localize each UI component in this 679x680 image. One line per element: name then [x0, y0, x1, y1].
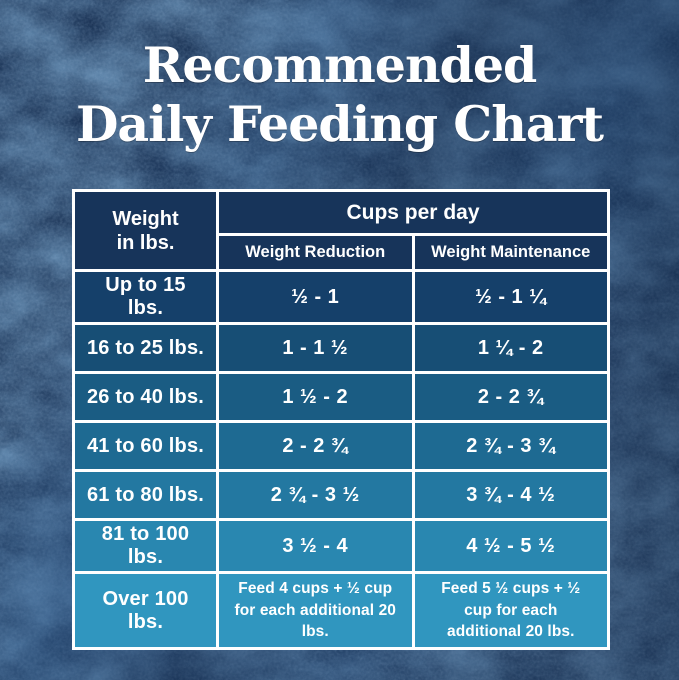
header-weight-line2: in lbs.	[116, 231, 175, 254]
cell-reduction-value: 2 - 2 ¾	[216, 420, 415, 472]
cell-maintenance-value: 4 ½ - 5 ½	[411, 518, 610, 574]
cell-reduction-value: Feed 4 cups + ½ cup for each additional …	[216, 570, 415, 651]
page-title: Recommended Daily Feeding Chart	[0, 36, 679, 154]
cell-reduction-value: 1 ½ - 2	[216, 371, 415, 423]
table-row: 81 to 100 lbs. 3 ½ - 4 4 ½ - 5 ½	[72, 518, 610, 574]
cell-reduction-value: 3 ½ - 4	[216, 518, 415, 574]
cell-maintenance-value: 1 ¼ - 2	[411, 322, 610, 374]
cell-maintenance-value: 2 ¾ - 3 ¾	[411, 420, 610, 472]
header-weight-reduction: Weight Reduction	[216, 233, 415, 272]
header-weight-maintenance: Weight Maintenance	[411, 233, 610, 272]
table-row: 41 to 60 lbs. 2 - 2 ¾ 2 ¾ - 3 ¾	[72, 420, 610, 472]
table-row: 26 to 40 lbs. 1 ½ - 2 2 - 2 ¾	[72, 371, 610, 423]
page-title-line1: Recommended	[142, 36, 538, 94]
header-weight-line1: Weight	[112, 207, 179, 230]
cell-weight-range: 41 to 60 lbs.	[72, 420, 219, 472]
cell-weight-range: Up to 15 lbs.	[72, 269, 219, 325]
cell-reduction-value: 1 - 1 ½	[216, 322, 415, 374]
cell-weight-range: 26 to 40 lbs.	[72, 371, 219, 423]
feeding-chart-table: Weight in lbs. Cups per day Weight Reduc…	[72, 189, 610, 651]
cell-weight-range: 81 to 100 lbs.	[72, 518, 219, 574]
cell-maintenance-value: Feed 5 ½ cups + ½ cup for each additiona…	[411, 570, 610, 651]
table-row: 16 to 25 lbs. 1 - 1 ½ 1 ¼ - 2	[72, 322, 610, 374]
cell-maintenance-value: 3 ¾ - 4 ½	[411, 469, 610, 521]
cell-weight-range: 61 to 80 lbs.	[72, 469, 219, 521]
cell-reduction-value: ½ - 1	[216, 269, 415, 325]
page-title-line2: Daily Feeding Chart	[75, 95, 604, 153]
cell-maintenance-value: ½ - 1 ¼	[411, 269, 610, 325]
header-weight-in-lbs: Weight in lbs.	[72, 189, 219, 272]
cell-weight-range: 16 to 25 lbs.	[72, 322, 219, 374]
cell-reduction-value: 2 ¾ - 3 ½	[216, 469, 415, 521]
cell-weight-range: Over 100 lbs.	[72, 570, 219, 651]
cell-maintenance-value: 2 - 2 ¾	[411, 371, 610, 423]
table-row: Over 100 lbs. Feed 4 cups + ½ cup for ea…	[72, 570, 610, 651]
table-row: Up to 15 lbs. ½ - 1 ½ - 1 ¼	[72, 269, 610, 325]
header-cups-per-day: Cups per day	[216, 189, 610, 236]
table-row: 61 to 80 lbs. 2 ¾ - 3 ½ 3 ¾ - 4 ½	[72, 469, 610, 521]
